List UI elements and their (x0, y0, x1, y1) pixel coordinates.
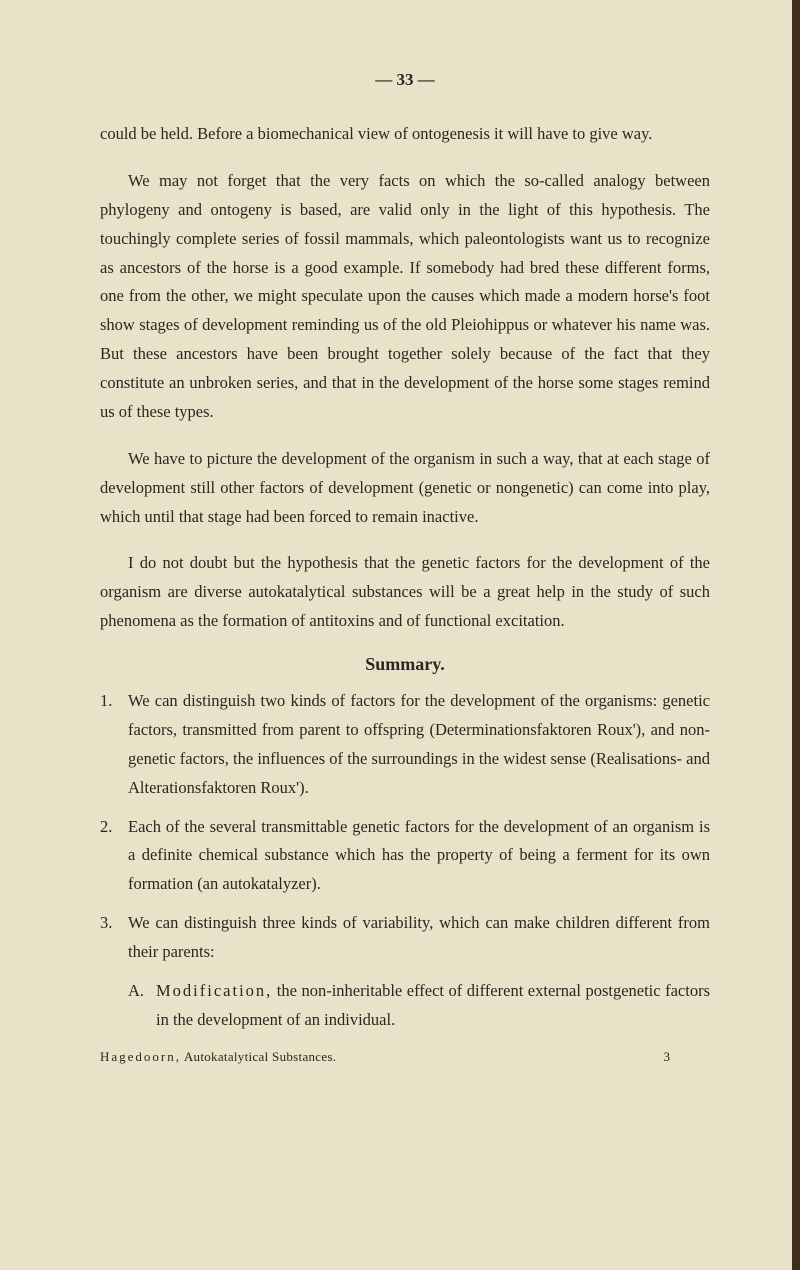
summary-item-2: 2. Each of the several transmittable gen… (100, 813, 710, 900)
item-text: We can distinguish two kinds of factors … (128, 691, 710, 797)
item-number: 1. (100, 687, 112, 716)
footer-page-ref: 3 (664, 1049, 711, 1065)
footer-title: Autokatalytical Substances. (181, 1049, 336, 1064)
paragraph-3: We have to picture the development of th… (100, 445, 710, 532)
item-number: 3. (100, 909, 112, 938)
item-number: 2. (100, 813, 112, 842)
footer-author: Hagedoorn, (100, 1049, 181, 1064)
summary-sub-item-a: A. Modification, the non-inheritable eff… (100, 977, 710, 1035)
summary-item-1: 1. We can distinguish two kinds of facto… (100, 687, 710, 803)
summary-item-3: 3. We can distinguish three kinds of var… (100, 909, 710, 967)
summary-heading: Summary. (100, 654, 710, 675)
footer: Hagedoorn, Autokatalytical Substances. 3 (100, 1049, 710, 1065)
paragraph-2: We may not forget that the very facts on… (100, 167, 710, 427)
sub-item-label: Modification, (156, 981, 272, 1000)
sub-item-letter: A. (128, 977, 144, 1006)
item-text: Each of the several transmittable geneti… (128, 817, 710, 894)
paragraph-4: I do not doubt but the hypothesis that t… (100, 549, 710, 636)
item-text: We can distinguish three kinds of variab… (128, 913, 710, 961)
page-number: — 33 — (100, 70, 710, 90)
footer-citation: Hagedoorn, Autokatalytical Substances. (100, 1049, 336, 1065)
page-edge-shadow (792, 0, 800, 1270)
paragraph-1: could be held. Before a biomechanical vi… (100, 120, 710, 149)
